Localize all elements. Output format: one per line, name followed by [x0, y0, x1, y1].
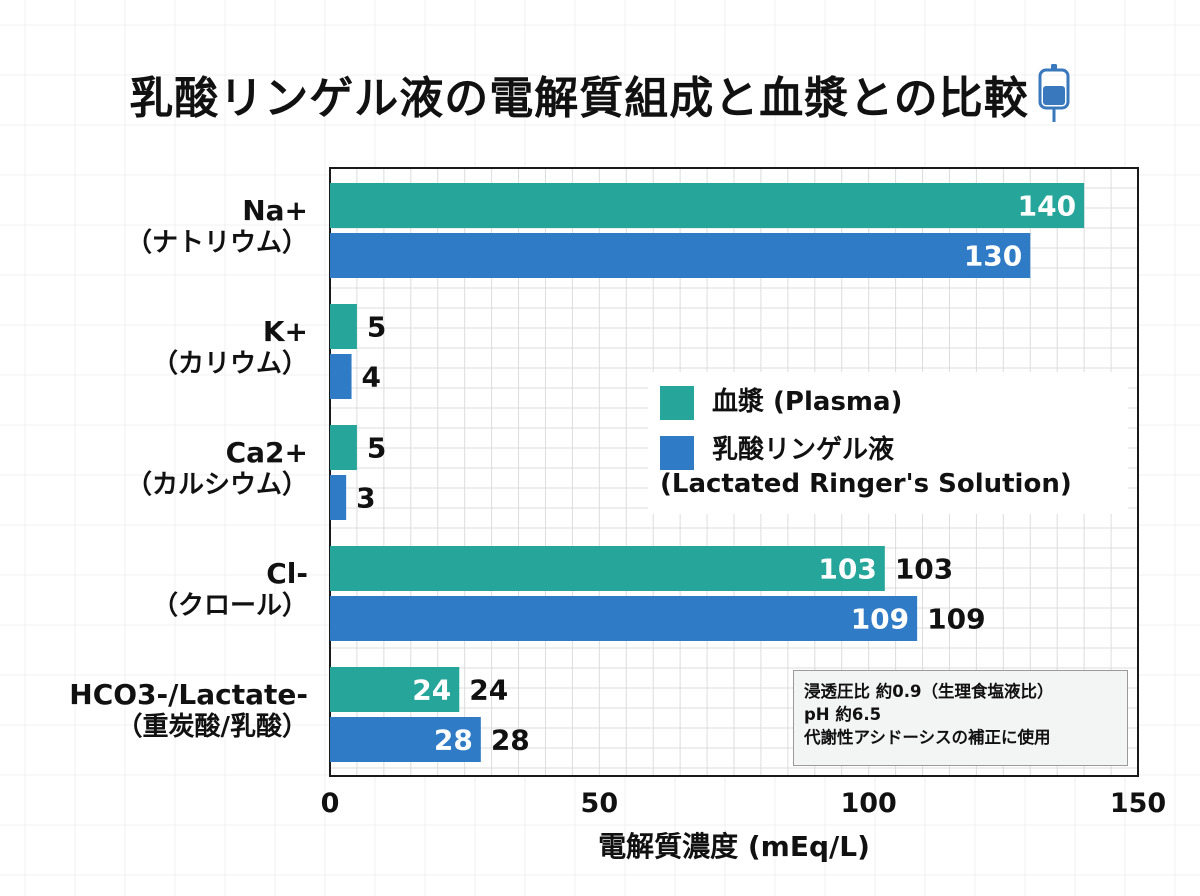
category-label-cl: Cl- （クロール） [152, 557, 308, 623]
category-subname: （重炭酸/乳酸） [116, 712, 309, 743]
category-subname: （クロール） [151, 591, 308, 622]
category-label-ca: Ca2+ （カルシウム） [126, 436, 308, 502]
category-name: K+ [262, 315, 308, 348]
category-name: HCO3-/Lactate- [69, 678, 308, 711]
legend: 血漿 (Plasma) 乳酸リンゲル液 (Lactated Ringer's S… [648, 372, 1128, 514]
x-tick-label: 100 [840, 788, 896, 819]
bar-value-label-inside: 28 [434, 724, 473, 757]
info-usage: 代謝性アシドーシスの補正に使用 [804, 728, 1051, 748]
bar-plasma [330, 667, 460, 712]
iv-drip-bag-icon [1038, 64, 1070, 122]
legend-swatch-plasma [660, 386, 694, 420]
info-osmolality: 浸透圧比 約0.9（生理食塩液比） [804, 682, 1054, 701]
legend-swatch-ringer [660, 436, 694, 470]
legend-label-ringer: 乳酸リンゲル液 (Lactated Ringer's Solution) [660, 434, 1072, 502]
bar-plasma [330, 183, 1085, 228]
category-subname: （カルシウム） [125, 470, 308, 501]
legend-label-ringer-line2: (Lactated Ringer's Solution) [660, 468, 1072, 499]
bar-value-label: 5 [367, 311, 386, 344]
legend-label-plasma: 血漿 (Plasma) [712, 387, 903, 417]
bar-value-label-inside: 140 [1018, 190, 1076, 223]
bar-value-label-inside: 24 [412, 674, 451, 707]
bar-value-label-inside: 109 [851, 603, 909, 636]
bar-value-label-inside: 103 [818, 553, 876, 586]
x-axis-label: 電解質濃度 (mEq/L) [598, 830, 870, 863]
category-subname: （ナトリウム） [125, 228, 308, 259]
bar-ringer [330, 354, 352, 399]
x-tick-label: 0 [321, 788, 340, 819]
bar-value-label: 3 [356, 482, 375, 515]
bar-value-label: 28 [491, 724, 530, 757]
bar-value-label: 24 [469, 674, 508, 707]
info-box: 浸透圧比 約0.9（生理食塩液比） pH 約6.5 代謝性アシドーシスの補正に使… [793, 670, 1128, 766]
legend-item-ringer: 乳酸リンゲル液 (Lactated Ringer's Solution) [660, 434, 1072, 502]
bar-ringer [330, 717, 481, 762]
legend-label-ringer-line1: 乳酸リンゲル液 [712, 435, 895, 465]
category-label-k: K+ （カリウム） [152, 315, 308, 381]
category-label-hco3: HCO3-/Lactate- （重炭酸/乳酸） [69, 678, 308, 744]
chart-title: 乳酸リンゲル液の電解質組成と血漿との比較 [129, 73, 1029, 124]
category-name: Na+ [242, 194, 308, 227]
legend-item-plasma: 血漿 (Plasma) [660, 386, 902, 420]
category-name: Ca2+ [225, 436, 308, 469]
bar-value-label: 4 [362, 361, 381, 394]
info-ph: pH 約6.5 [804, 705, 882, 725]
title-row: 乳酸リンゲル液の電解質組成と血漿との比較 [0, 62, 1200, 126]
bar-value-label: 5 [367, 432, 386, 465]
bar-value-label: 103 [895, 553, 953, 586]
bar-plasma [330, 304, 357, 349]
bar-value-label-inside: 130 [964, 240, 1022, 273]
category-label-na: Na+ （ナトリウム） [126, 194, 308, 260]
category-subname: （カリウム） [151, 349, 308, 380]
x-tick-label: 50 [581, 788, 619, 819]
x-tick-label: 150 [1110, 788, 1166, 819]
category-name: Cl- [266, 557, 308, 590]
bar-plasma [330, 425, 357, 470]
bar-value-label: 109 [927, 603, 985, 636]
bar-plasma [330, 546, 885, 591]
plot-border [329, 167, 1139, 777]
bar-ringer [330, 475, 347, 520]
bar-ringer [330, 596, 918, 641]
bar-ringer [330, 233, 1031, 278]
